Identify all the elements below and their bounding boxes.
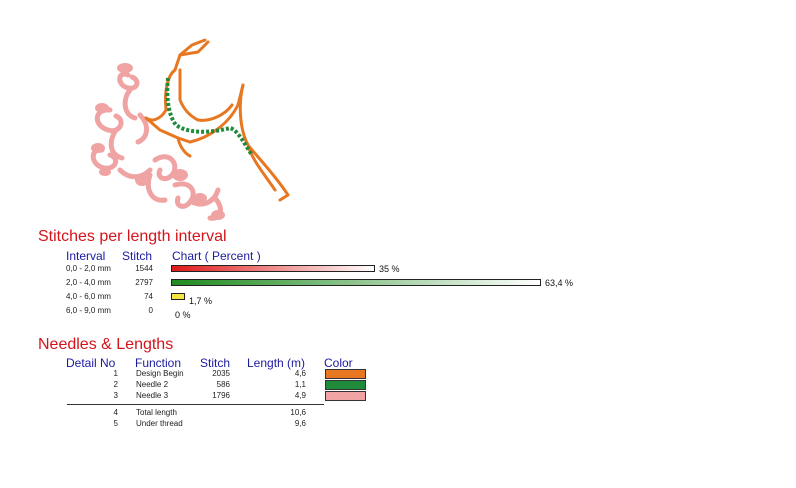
percent-label: 63,4 %: [545, 278, 574, 288]
percent-bar: [171, 265, 375, 272]
totals-divider: [67, 404, 324, 405]
floral-leaves: [91, 63, 225, 220]
interval-cell: 2,0 - 4,0 mm: [66, 278, 111, 287]
needle-no-cell: 2: [113, 380, 118, 389]
percent-bar: [171, 279, 541, 286]
embroidery-design-preview: [90, 38, 290, 221]
interval-cell: 0,0 - 2,0 mm: [66, 264, 111, 273]
needle-length-cell: 1,1: [294, 380, 306, 389]
color-swatch: [325, 391, 366, 401]
function-header: Function: [135, 356, 182, 370]
needle-no-cell: 1: [113, 369, 118, 378]
chart-header: Chart ( Percent ): [172, 249, 261, 263]
interval-stitch-cell: 1544: [135, 264, 153, 273]
detail-no-header: Detail No: [66, 356, 116, 370]
stitches-section-title: Stitches per length interval: [38, 228, 227, 245]
needle-stitch-cell: 586: [216, 380, 230, 389]
interval-stitch-cell: 2797: [135, 278, 153, 287]
percent-label: 0 %: [175, 310, 191, 320]
total-function-cell: Under thread: [136, 419, 183, 428]
needle-stitch-cell: 1796: [212, 391, 230, 400]
percent-label: 35 %: [379, 264, 400, 274]
total-no-cell: 4: [113, 408, 118, 417]
color-swatch: [325, 380, 366, 390]
total-no-cell: 5: [113, 419, 118, 428]
total-function-cell: Total length: [136, 408, 177, 417]
needle-function-cell: Design Begin: [136, 369, 184, 378]
deer-outline: [144, 38, 290, 202]
interval-cell: 4,0 - 6,0 mm: [66, 292, 111, 301]
interval-stitch-cell: 74: [144, 292, 153, 301]
needle-stitch-header: Stitch: [200, 356, 231, 370]
deer-body-chain: [165, 77, 254, 157]
needle-function-cell: Needle 3: [136, 391, 169, 400]
total-length-cell: 9,6: [294, 419, 306, 428]
interval-header: Interval: [66, 249, 106, 263]
length-header: Length (m): [247, 356, 306, 370]
total-length-cell: 10,6: [290, 408, 306, 417]
needle-length-cell: 4,9: [294, 391, 306, 400]
needle-no-cell: 3: [113, 391, 118, 400]
percent-bar: [171, 293, 185, 300]
percent-label: 1,7 %: [189, 296, 213, 306]
needle-function-cell: Needle 2: [136, 380, 169, 389]
color-swatch: [325, 369, 366, 379]
color-header: Color: [324, 356, 353, 370]
needles-section-title: Needles & Lengths: [38, 336, 174, 353]
stitch-header: Stitch: [122, 249, 153, 263]
interval-cell: 6,0 - 9,0 mm: [66, 306, 111, 315]
interval-stitch-cell: 0: [148, 306, 153, 315]
needle-stitch-cell: 2035: [212, 369, 230, 378]
needle-length-cell: 4,6: [294, 369, 306, 378]
